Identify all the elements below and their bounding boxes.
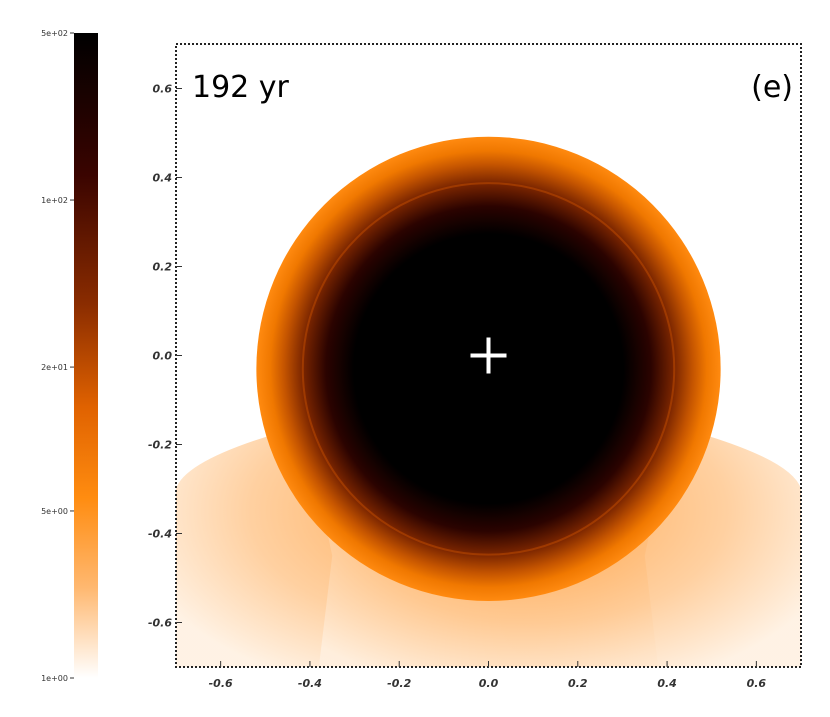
heatmap-image <box>176 44 801 667</box>
x-tick-label: 0.6 <box>747 677 767 690</box>
y-tick-label: -0.4 <box>148 528 172 541</box>
y-axis: 0.6 0.4 0.2 0.0 -0.2 -0.4 -0.6 <box>148 83 182 630</box>
y-tick-label: -0.2 <box>148 439 172 452</box>
x-axis: -0.6 -0.4 -0.2 0.0 0.2 0.4 0.6 <box>209 661 767 690</box>
x-tick-label: -0.6 <box>209 677 233 690</box>
y-tick-label: 0.6 <box>153 83 173 96</box>
colorbar-tick-label: 1e+02 <box>41 196 68 205</box>
x-tick-label: -0.4 <box>298 677 322 690</box>
y-tick-label: 0.4 <box>153 172 173 185</box>
x-tick-label: 0.0 <box>479 677 499 690</box>
colorbar <box>74 33 98 678</box>
y-tick-label: 0.0 <box>153 350 173 363</box>
colorbar-tick-label: 5e+00 <box>41 507 68 516</box>
panel-label: (e) <box>751 70 793 105</box>
x-tick-label: -0.2 <box>387 677 411 690</box>
x-tick-label: 0.4 <box>657 677 677 690</box>
colorbar-tick-label: 1e+00 <box>41 674 68 683</box>
y-tick-label: 0.2 <box>153 261 173 274</box>
colorbar-tick-label: 5e+02 <box>41 29 68 38</box>
center-marker <box>470 337 507 374</box>
time-label: 192 yr <box>192 70 290 105</box>
x-tick-label: 0.2 <box>568 677 588 690</box>
colorbar-tick-label: 2e+01 <box>41 363 68 372</box>
colorbar-ticks: 5e+02 1e+02 2e+01 5e+00 1e+00 <box>41 29 74 683</box>
y-tick-label: -0.6 <box>148 617 172 630</box>
